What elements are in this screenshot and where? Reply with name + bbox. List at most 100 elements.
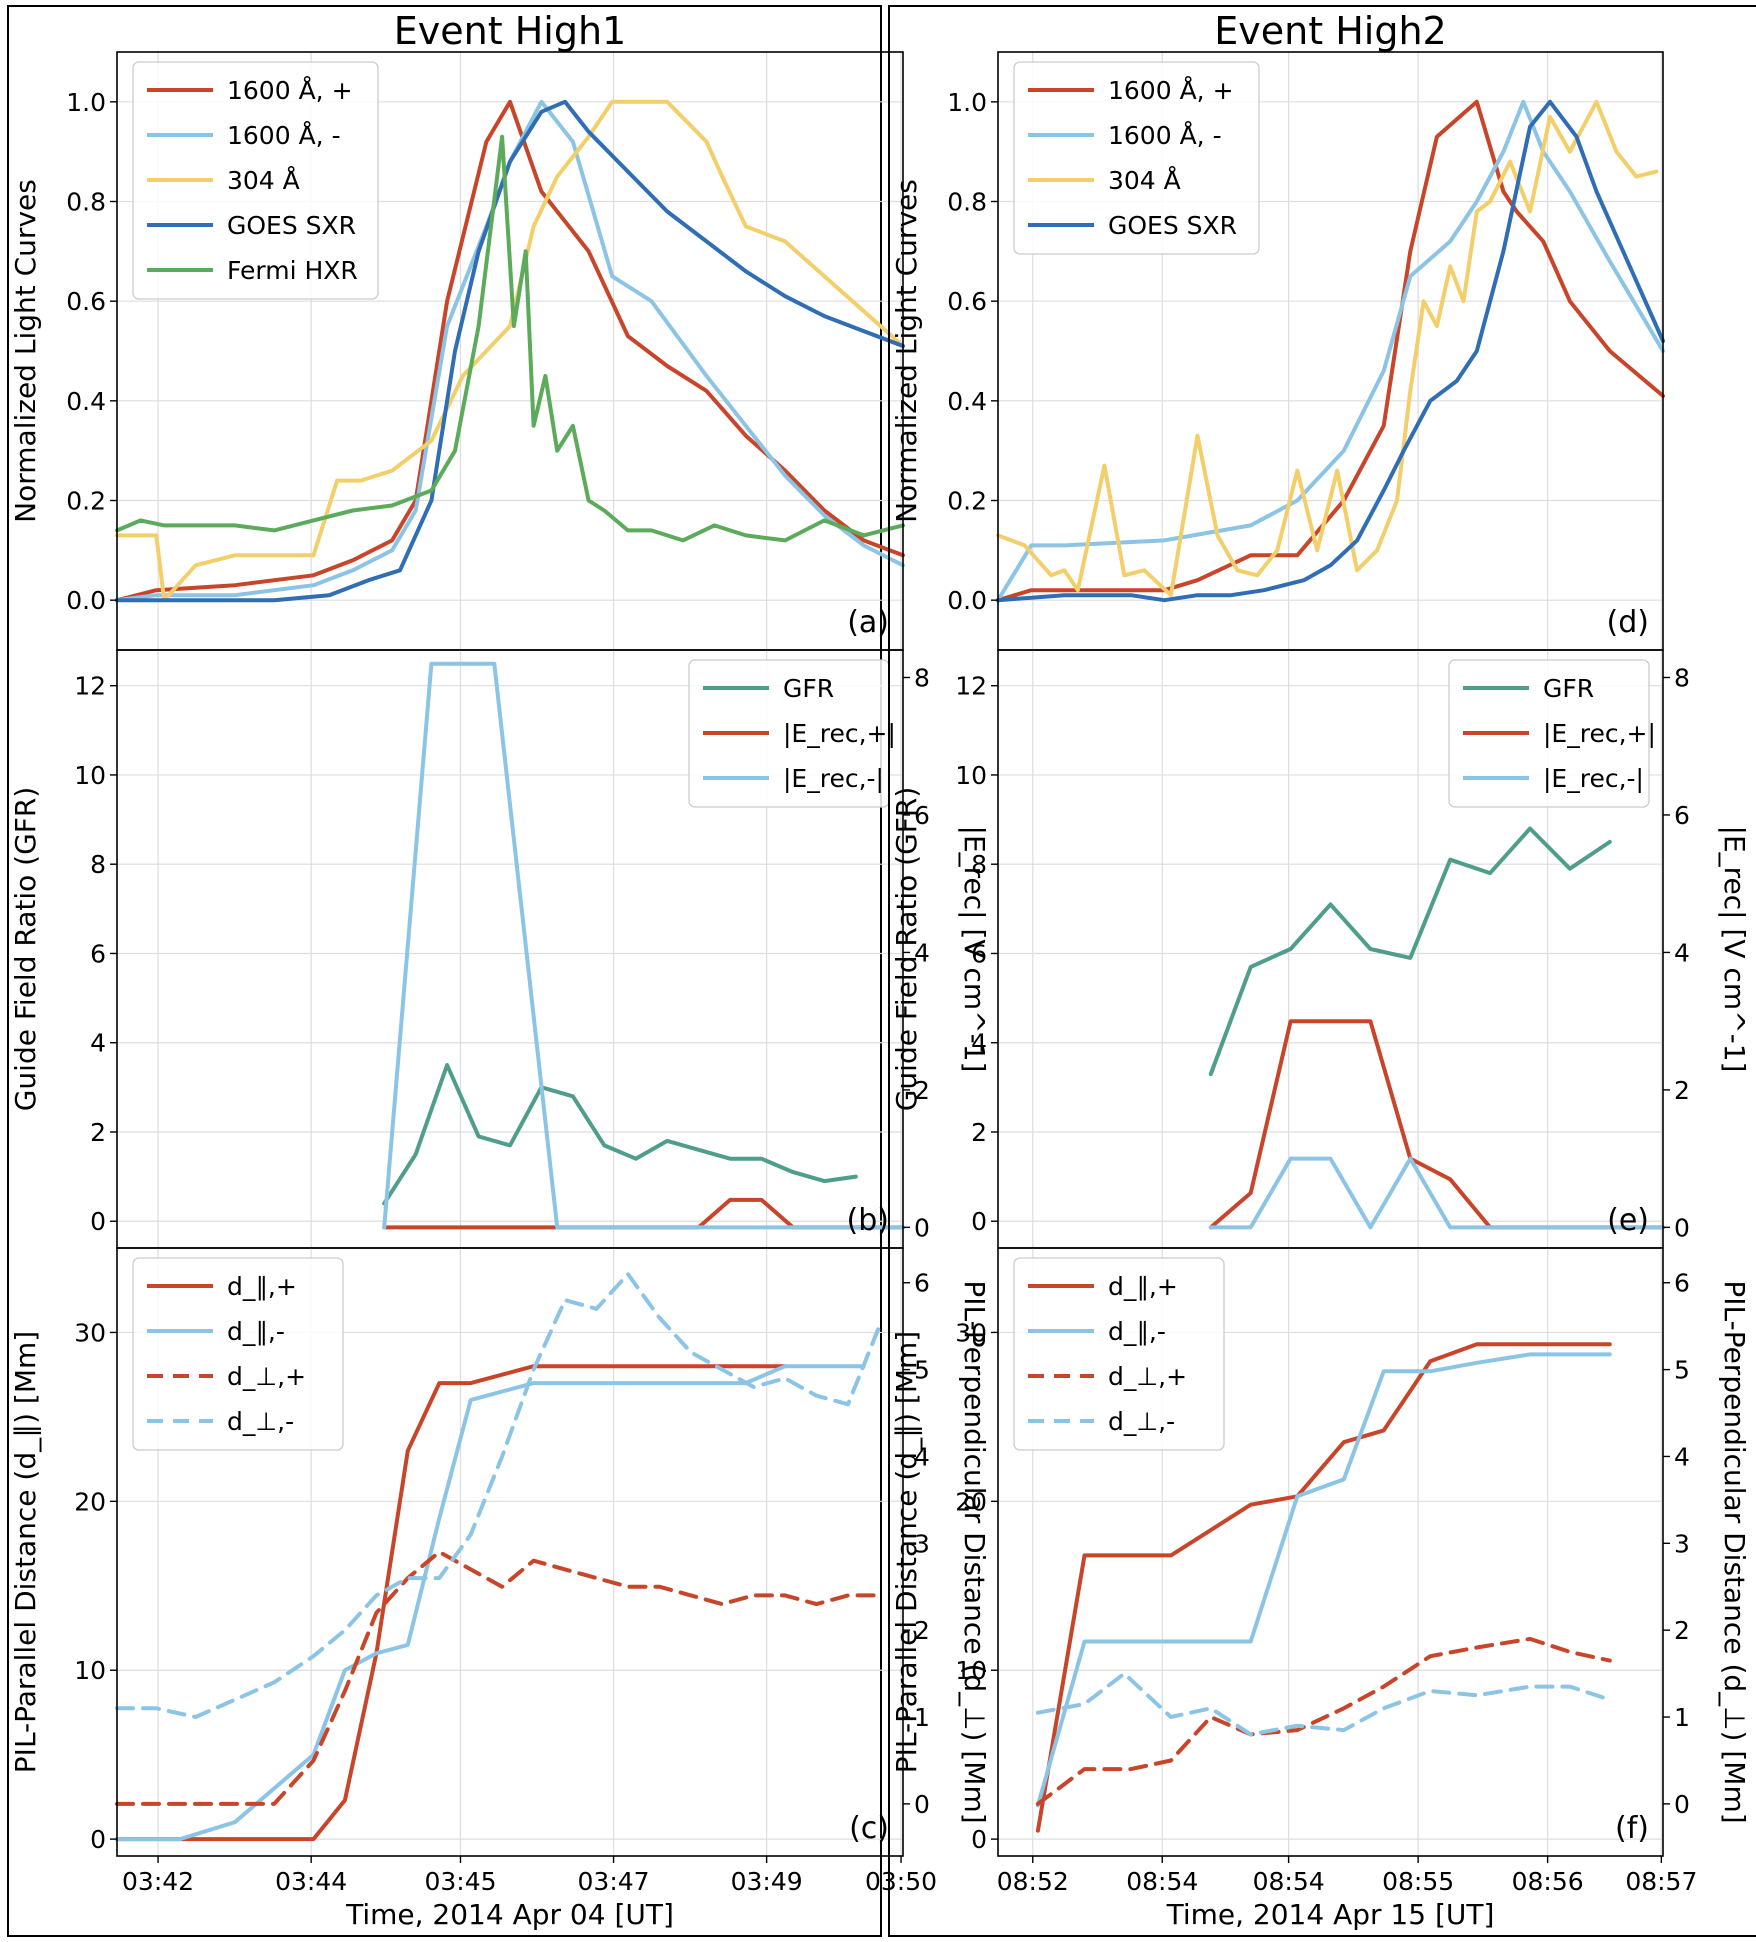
- y2-tick-label: 5: [914, 1356, 930, 1385]
- y-tick-label: 4: [971, 1029, 987, 1058]
- y2-tick-label: 8: [1674, 663, 1690, 692]
- legend-entry: 1600 Å, -: [227, 121, 341, 150]
- x-axis-label: Time, 2014 Apr 15 [UT]: [1166, 1898, 1495, 1931]
- y-tick-label: 10: [955, 1656, 987, 1685]
- x-tick-label: 08:54: [1253, 1867, 1325, 1896]
- series-line: [1208, 1156, 1665, 1230]
- y2-tick-label: 6: [914, 801, 930, 830]
- y2-tick-label: 6: [1674, 801, 1690, 830]
- legend-box: [132, 61, 379, 300]
- y-tick-label: 8: [971, 850, 987, 879]
- legend-entry: d_⊥,-: [227, 1407, 294, 1436]
- y-tick-label: 0.6: [66, 287, 106, 316]
- legend: d_∥,+ d_∥,- d_⊥,+ d_⊥,-: [1013, 1257, 1225, 1451]
- y-tick-label: 0.2: [66, 487, 106, 516]
- legend: d_∥,+ d_∥,- d_⊥,+ d_⊥,-: [132, 1257, 344, 1451]
- series-line: [996, 99, 1665, 603]
- y-tick-label: 0.4: [66, 387, 106, 416]
- axes-frame: [116, 1247, 904, 1857]
- y-tick-label: 12: [955, 672, 987, 701]
- legend-entry: 304 Å: [227, 166, 300, 195]
- series-line: [382, 1197, 905, 1230]
- x-tick-label: 03:45: [424, 1867, 496, 1896]
- y2-tick-label: 8: [914, 663, 930, 692]
- y-axis-label: Guide Field Ratio (GFR): [9, 787, 42, 1112]
- series-line: [1035, 1636, 1612, 1806]
- y-tick-label: 0.0: [947, 586, 987, 615]
- x-tick-label: 08:55: [1382, 1867, 1454, 1896]
- chart-title: Event High2: [1214, 9, 1446, 53]
- y-tick-label: 20: [74, 1487, 106, 1516]
- x-tick-label: 08:56: [1512, 1867, 1584, 1896]
- legend-entry: GOES SXR: [1108, 211, 1237, 240]
- chart-title: Event High1: [394, 9, 626, 53]
- y2-axis-label: PIL-Perpendicular Distance (d_⊥) [Mm]: [958, 1280, 991, 1823]
- legend-entry: 1600 Å, -: [1108, 121, 1222, 150]
- series-line: [1035, 1671, 1612, 1737]
- panel-label: (a): [847, 605, 889, 640]
- series-line: [1208, 826, 1612, 1076]
- y-tick-label: 10: [955, 761, 987, 790]
- chart-right: Event High2 0.0 0.2 0.4 0.6 0.8 1.0 Normalized …: [888, 5, 1756, 1937]
- legend-entry: 1600 Å, +: [227, 76, 353, 105]
- legend-entry: 304 Å: [1108, 166, 1181, 195]
- legend-entry: |E_rec,-|: [1543, 764, 1644, 793]
- legend: 1600 Å, + 1600 Å, - 304 Å GOES SXR Fermi HXR: [132, 61, 379, 300]
- x-tick-label: 08:57: [1625, 1867, 1697, 1896]
- legend-entry: d_⊥,-: [1108, 1407, 1175, 1436]
- y2-tick-label: 4: [1674, 1442, 1690, 1471]
- legend-entry: d_∥,+: [227, 1272, 297, 1301]
- legend-entry: Fermi HXR: [227, 256, 358, 285]
- series-line: [996, 99, 1665, 603]
- x-tick-label: 03:47: [578, 1867, 650, 1896]
- series-line: [1035, 1352, 1612, 1808]
- y-tick-label: 0: [90, 1207, 106, 1236]
- y2-tick-label: 1: [914, 1703, 930, 1732]
- y-tick-label: 0: [971, 1207, 987, 1236]
- panel-label: (e): [1607, 1203, 1649, 1238]
- y-axis-label: Guide Field Ratio (GFR): [890, 787, 923, 1112]
- y-tick-label: 6: [90, 939, 106, 968]
- y2-tick-label: 4: [1674, 938, 1690, 967]
- x-tick-label: 03:49: [731, 1867, 803, 1896]
- y-tick-label: 10: [74, 1656, 106, 1685]
- y-tick-label: 0.6: [947, 287, 987, 316]
- y-tick-label: 1.0: [947, 88, 987, 117]
- y2-tick-label: 2: [914, 1076, 930, 1105]
- y-axis-label: Normalized Light Curves: [890, 179, 923, 523]
- y2-tick-label: 6: [1674, 1269, 1690, 1298]
- y2-tick-label: 6: [914, 1269, 930, 1298]
- legend: GFR |E_rec,+| |E_rec,-|: [688, 659, 896, 808]
- legend-entry: d_∥,-: [227, 1317, 285, 1346]
- legend-entry: |E_rec,+|: [1543, 719, 1656, 748]
- x-tick-label: 08:52: [997, 1867, 1069, 1896]
- panel-label: (f): [1615, 1811, 1649, 1846]
- series-line: [996, 99, 1659, 598]
- y2-tick-label: 5: [1674, 1356, 1690, 1385]
- y-tick-label: 8: [90, 850, 106, 879]
- series-line: [382, 1063, 858, 1206]
- y2-tick-label: 2: [914, 1616, 930, 1645]
- legend-entry: |E_rec,+|: [783, 719, 896, 748]
- series-line: [115, 134, 905, 543]
- y-tick-label: 10: [74, 761, 106, 790]
- panel-label: (b): [847, 1203, 889, 1238]
- y-axis-label: PIL-Parallel Distance (d_∥) [Mm]: [9, 1331, 42, 1773]
- legend-entry: GOES SXR: [227, 211, 356, 240]
- legend-entry: GFR: [1543, 674, 1594, 703]
- y-tick-label: 12: [74, 672, 106, 701]
- y-tick-label: 2: [90, 1118, 106, 1147]
- series-line: [115, 99, 905, 603]
- y-tick-label: 0.2: [947, 487, 987, 516]
- legend-entry: 1600 Å, +: [1108, 76, 1234, 105]
- legend-entry: |E_rec,-|: [783, 764, 884, 793]
- y2-tick-label: 0: [914, 1790, 930, 1819]
- legend-entry: d_∥,+: [1108, 1272, 1178, 1301]
- y-tick-label: 0.0: [66, 586, 106, 615]
- series-line: [115, 1550, 882, 1806]
- y-tick-label: 0.8: [66, 188, 106, 217]
- y-tick-label: 0.4: [947, 387, 987, 416]
- y-tick-label: 6: [971, 939, 987, 968]
